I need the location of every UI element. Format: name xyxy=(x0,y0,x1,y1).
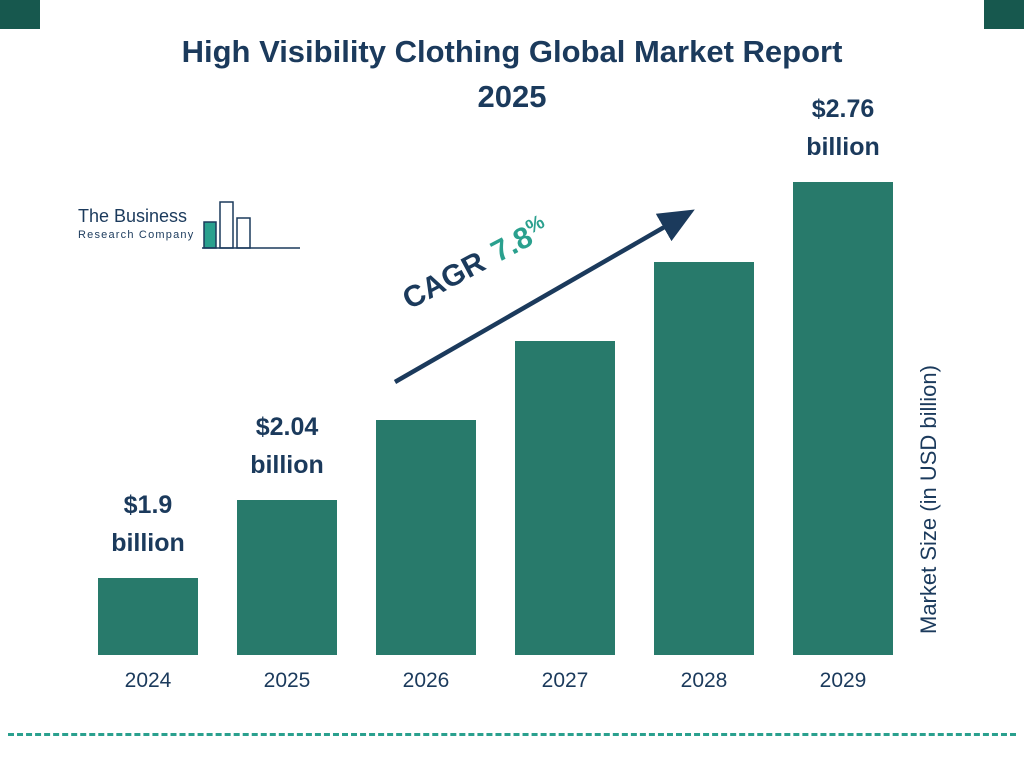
bottom-divider xyxy=(8,733,1016,736)
logo-line2: Research Company xyxy=(78,229,195,241)
bar-column-2026: 2026 xyxy=(376,420,476,695)
x-axis-label-2026: 2026 xyxy=(402,669,450,692)
page-title-line1: High Visibility Clothing Global Market R… xyxy=(181,34,843,69)
x-axis-label-2024: 2024 xyxy=(124,669,172,692)
bar-column-2028: 2028 xyxy=(654,262,754,695)
bar-column-2027: 2027 xyxy=(515,341,615,695)
bar-column-2024: $1.9 billion 2024 xyxy=(98,487,198,695)
value-unit: billion xyxy=(806,132,880,161)
bar-2028 xyxy=(654,262,754,655)
company-logo-text: The Business Research Company xyxy=(78,206,194,241)
value-label-2025: $2.04 billion xyxy=(250,409,324,484)
bar-column-2025: $2.04 billion 2025 xyxy=(237,409,337,695)
value-amount: $2.04 xyxy=(255,413,319,441)
x-axis-label-2028: 2028 xyxy=(680,669,728,692)
x-axis-label-2029: 2029 xyxy=(819,669,867,692)
corner-accent-right xyxy=(984,0,1024,29)
bar-2024 xyxy=(98,578,198,655)
bar-2026 xyxy=(376,420,476,655)
bar-2027 xyxy=(515,341,615,655)
page-title: High Visibility Clothing Global Market R… xyxy=(60,30,964,120)
logo-bar-chart-icon xyxy=(202,201,301,249)
corner-accent-left xyxy=(0,0,40,29)
logo-line1: The Business xyxy=(78,206,188,226)
bar-2025 xyxy=(237,500,337,655)
bar-chart: $1.9 billion 2024 $2.04 billion 2025 2026 2027 2… xyxy=(98,55,893,695)
value-amount: $1.9 xyxy=(123,491,173,519)
value-unit: billion xyxy=(111,528,185,557)
x-axis-label-2027: 2027 xyxy=(541,669,589,692)
value-amount: $2.76 xyxy=(811,95,875,123)
value-label-2024: $1.9 billion xyxy=(111,487,185,562)
x-axis-label-2025: 2025 xyxy=(263,669,311,692)
value-unit: billion xyxy=(250,450,324,479)
value-label-2029: $2.76 billion xyxy=(806,91,880,166)
bar-2029 xyxy=(793,182,893,655)
page-title-line2: 2025 xyxy=(477,78,547,114)
cagr-arrow xyxy=(393,209,695,384)
bar-column-2029: $2.76 billion 2029 xyxy=(793,91,893,695)
company-logo: The Business Research Company xyxy=(78,196,302,254)
y-axis-label: Market Size (in USD billion) xyxy=(916,365,941,635)
